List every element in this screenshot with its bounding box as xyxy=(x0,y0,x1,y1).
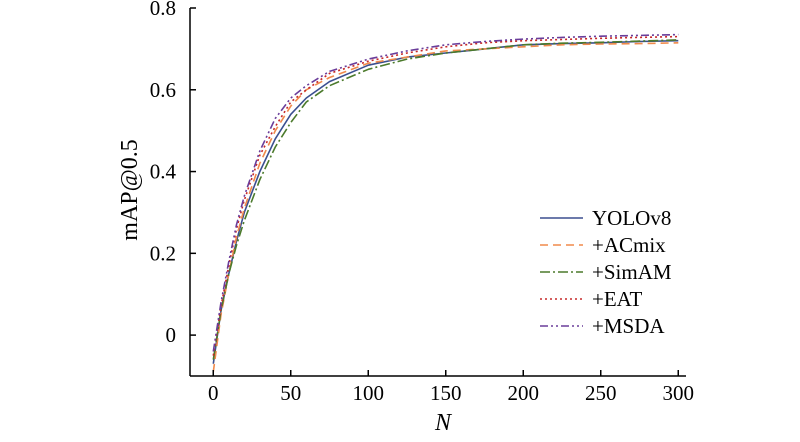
x-tick-label: 50 xyxy=(280,381,301,405)
x-tick-label: 0 xyxy=(208,381,219,405)
y-axis-label: mAP@0.5 xyxy=(117,139,143,240)
y-tick-label: 0 xyxy=(166,323,177,347)
series-line-4 xyxy=(212,35,679,356)
x-tick-label: 200 xyxy=(508,381,540,405)
x-tick-label: 250 xyxy=(585,381,617,405)
x-ticks: 0 50 100 150 200 250 300 xyxy=(208,370,694,405)
y-tick-label: 0.6 xyxy=(150,78,176,102)
legend-label: YOLOv8 xyxy=(592,206,671,230)
x-axis-label: N xyxy=(434,410,453,436)
y-tick-label: 0.4 xyxy=(150,160,177,184)
y-ticks: 0 0.2 0.4 0.6 0.8 xyxy=(150,0,196,347)
y-tick-label: 0.8 xyxy=(150,0,176,20)
series-line-3 xyxy=(212,39,679,360)
series-line-2 xyxy=(212,42,679,373)
x-tick-label: 100 xyxy=(353,381,385,405)
series-group xyxy=(212,33,679,373)
legend-label: +ACmix xyxy=(592,233,666,257)
legend: YOLOv8 +ACmix +SimAM +EAT +MSDA xyxy=(540,206,672,338)
series-line-5 xyxy=(212,33,679,352)
legend-label: +SimAM xyxy=(592,260,672,284)
x-tick-label: 300 xyxy=(663,381,695,405)
x-tick-label: 150 xyxy=(430,381,462,405)
axes xyxy=(189,8,686,377)
legend-label: +MSDA xyxy=(592,314,665,338)
y-tick-label: 0.2 xyxy=(150,241,176,265)
legend-label: +EAT xyxy=(592,287,643,311)
